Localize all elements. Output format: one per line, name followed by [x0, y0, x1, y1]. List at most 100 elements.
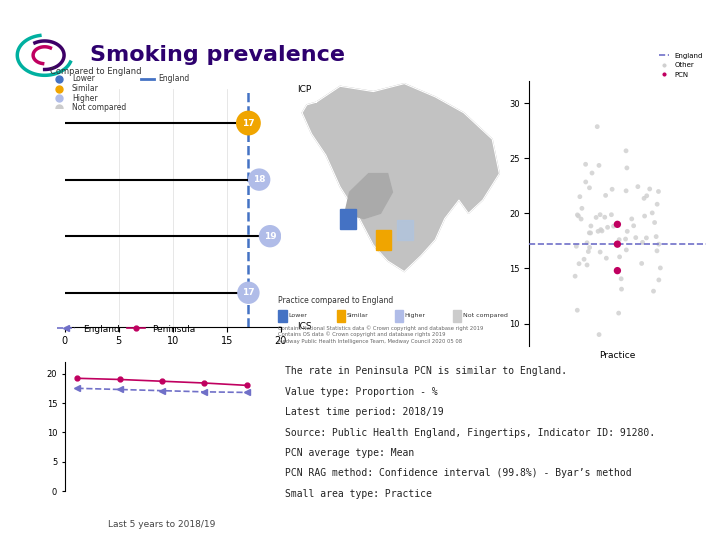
- Point: [613, 309, 624, 318]
- Point: [621, 164, 633, 172]
- Point: [653, 240, 665, 248]
- Point: [599, 213, 611, 221]
- Bar: [395, 310, 403, 322]
- Point: [648, 287, 660, 295]
- Point: [620, 235, 631, 244]
- Point: [578, 255, 590, 264]
- Point: [649, 218, 660, 227]
- Point: [647, 208, 658, 217]
- Point: [582, 247, 594, 256]
- Point: [580, 160, 591, 168]
- Point: [243, 119, 254, 127]
- Text: ICP: ICP: [297, 85, 311, 93]
- Point: [606, 211, 617, 219]
- Point: [621, 186, 632, 195]
- Text: The rate in Peninsula PCN is similar to England.: The rate in Peninsula PCN is similar to …: [285, 366, 567, 376]
- Text: Latest time period: 2018/19: Latest time period: 2018/19: [285, 407, 444, 417]
- Point: [584, 228, 595, 237]
- Point: [584, 184, 595, 192]
- Point: [53, 84, 65, 93]
- Text: PCN RAG method: Confidence interval (99.8%) - Byar’s method: PCN RAG method: Confidence interval (99.…: [285, 468, 631, 478]
- Bar: [397, 220, 413, 240]
- Point: [580, 178, 592, 186]
- Text: Higher: Higher: [405, 313, 426, 319]
- Point: [651, 247, 662, 255]
- Text: 19: 19: [264, 232, 276, 241]
- X-axis label: Practice: Practice: [599, 351, 636, 360]
- Point: [636, 259, 647, 268]
- Point: [572, 211, 583, 219]
- Text: Not compared: Not compared: [463, 313, 508, 319]
- Text: Contains OS data © Crown copyright and database rights 2019: Contains OS data © Crown copyright and d…: [279, 332, 446, 338]
- Text: England: England: [158, 75, 189, 83]
- Point: [612, 240, 624, 248]
- Text: Higher: Higher: [72, 94, 98, 103]
- Text: Practice compared to England: Practice compared to England: [279, 296, 394, 305]
- Point: [621, 246, 632, 254]
- Point: [584, 243, 595, 252]
- Point: [626, 214, 637, 223]
- Text: Not compared: Not compared: [72, 104, 126, 112]
- Point: [614, 253, 626, 261]
- Point: [585, 222, 597, 231]
- Point: [652, 200, 663, 208]
- Point: [654, 264, 666, 272]
- Text: Similar: Similar: [346, 313, 369, 319]
- Point: [602, 223, 613, 232]
- Point: [632, 183, 644, 191]
- Point: [630, 233, 642, 242]
- Polygon shape: [302, 84, 500, 272]
- Text: Value type: Proportion - %: Value type: Proportion - %: [285, 387, 438, 397]
- Point: [253, 176, 265, 184]
- Text: 24: 24: [9, 10, 26, 23]
- Text: 17: 17: [242, 288, 255, 297]
- Text: ICS: ICS: [297, 322, 312, 331]
- Point: [639, 212, 650, 220]
- Point: [613, 235, 625, 244]
- Point: [621, 227, 633, 235]
- Text: Similar: Similar: [72, 84, 99, 93]
- Point: [572, 306, 583, 314]
- Point: [616, 274, 627, 283]
- Text: Source: Public Health England, Fingertips, Indicator ID: 91280.: Source: Public Health England, Fingertip…: [285, 428, 655, 437]
- Point: [641, 234, 652, 242]
- Point: [596, 227, 608, 235]
- Point: [600, 191, 611, 200]
- Point: [612, 266, 624, 275]
- Point: [620, 146, 631, 155]
- Point: [653, 275, 665, 284]
- Point: [576, 204, 588, 213]
- Point: [581, 239, 593, 247]
- Text: Lower: Lower: [288, 313, 307, 319]
- Point: [639, 194, 650, 202]
- Text: 18: 18: [253, 175, 266, 184]
- Point: [593, 227, 604, 235]
- Point: [595, 211, 606, 219]
- Point: [572, 212, 584, 220]
- Point: [653, 187, 665, 196]
- Text: Small area type: Practice: Small area type: Practice: [285, 489, 432, 499]
- Point: [586, 168, 598, 177]
- Point: [644, 185, 655, 193]
- Point: [53, 94, 65, 103]
- Point: [574, 192, 585, 201]
- Point: [616, 285, 627, 293]
- Point: [636, 238, 648, 247]
- Bar: [279, 310, 287, 322]
- Point: [590, 213, 602, 222]
- Point: [628, 221, 639, 230]
- Legend: England, Peninsula: England, Peninsula: [54, 321, 199, 337]
- Point: [641, 192, 652, 200]
- Text: Smoking prevalence: Smoking prevalence: [90, 45, 345, 65]
- Point: [581, 261, 593, 269]
- Text: PCN average type: Mean: PCN average type: Mean: [285, 448, 414, 458]
- Text: Compared to England: Compared to England: [50, 68, 142, 77]
- Text: 17: 17: [242, 119, 255, 127]
- Point: [650, 232, 662, 241]
- Point: [585, 228, 596, 237]
- Point: [53, 104, 65, 112]
- Bar: [336, 310, 345, 322]
- Point: [591, 123, 603, 131]
- Point: [570, 242, 582, 251]
- Point: [243, 288, 254, 297]
